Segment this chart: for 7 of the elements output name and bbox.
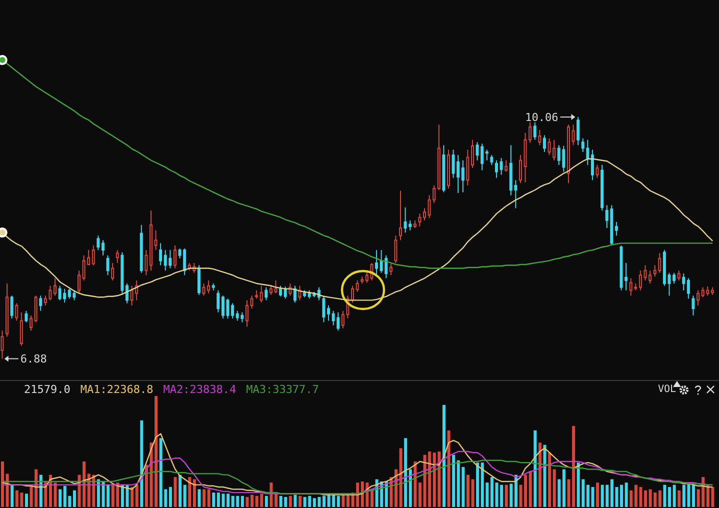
text: VOL	[658, 384, 676, 395]
text: MA3:33377.7	[246, 383, 319, 396]
annotation: 6.88	[20, 352, 47, 366]
annotation: 21579.0	[24, 383, 70, 396]
annotation: 10.06	[525, 111, 558, 124]
text: MA1:22368.8	[80, 383, 154, 396]
text: MA2:23838.4	[163, 383, 236, 396]
